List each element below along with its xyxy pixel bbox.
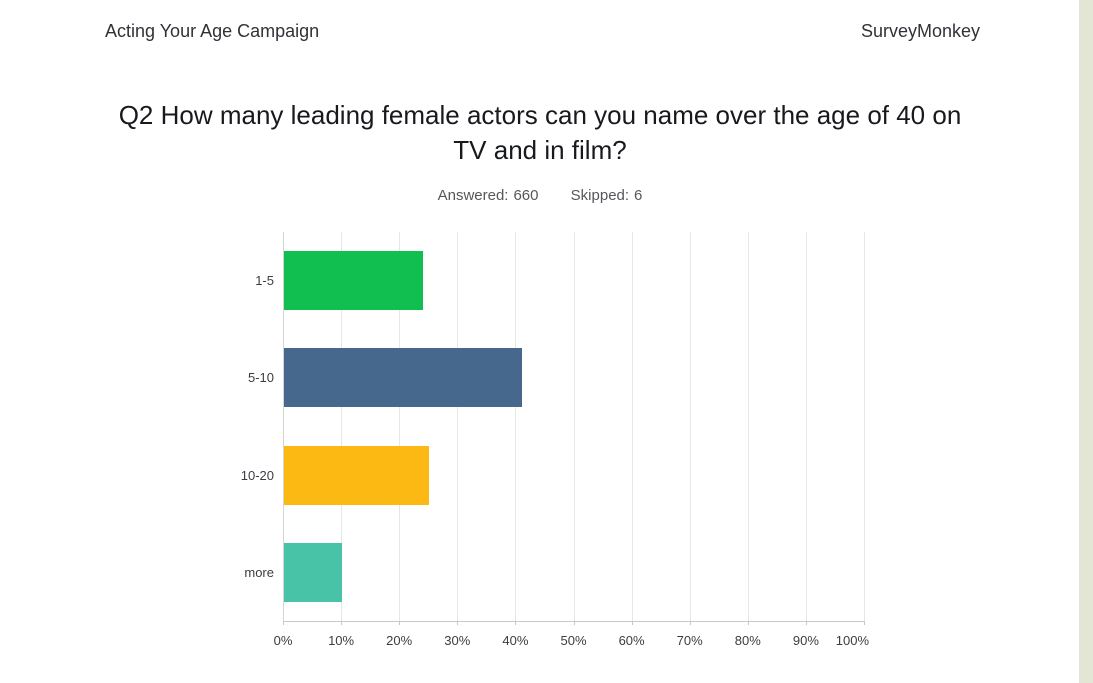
- gridline: [573, 232, 575, 621]
- x-axis-line: [283, 621, 865, 622]
- chart-bar-10-20: [284, 445, 430, 505]
- category-label: 5-10: [247, 370, 274, 386]
- report-header: Acting Your Age Campaign SurveyMonkey: [105, 21, 980, 42]
- category-label: more: [244, 564, 274, 580]
- question-title-line1: Q2 How many leading female actors can yo…: [118, 100, 962, 130]
- question-title-line2: TV and in film?: [453, 135, 627, 165]
- gridline: [515, 232, 517, 621]
- x-axis-tick: [689, 621, 691, 625]
- gridline: [864, 232, 865, 621]
- x-axis-tick: [283, 621, 284, 625]
- y-axis-line: [283, 232, 284, 621]
- gridline: [399, 232, 401, 621]
- chart-bar-more: [284, 542, 343, 602]
- x-axis-tick: [515, 621, 517, 625]
- chart-bar-5-10: [284, 348, 523, 408]
- x-tick-label: 40%: [502, 633, 529, 648]
- x-axis-tick: [341, 621, 343, 625]
- gridline: [689, 232, 691, 621]
- x-tick-label: 90%: [792, 633, 819, 648]
- x-tick-label: 70%: [676, 633, 703, 648]
- page-edge-strip: [1079, 0, 1093, 683]
- gridline: [457, 232, 459, 621]
- x-tick-label: 60%: [618, 633, 645, 648]
- answered-label: Answered:: [437, 187, 509, 204]
- answered-stat: Answered: 660: [438, 187, 539, 204]
- campaign-title: Acting Your Age Campaign: [105, 21, 320, 41]
- x-axis-tick: [864, 621, 865, 625]
- x-tick-label: 30%: [444, 633, 471, 648]
- gridline: [631, 232, 633, 621]
- x-tick-label: 10%: [328, 633, 355, 648]
- gridline: [805, 232, 807, 621]
- x-axis-tick: [457, 621, 459, 625]
- x-tick-label: 0%: [273, 633, 293, 648]
- x-tick-label: 80%: [734, 633, 761, 648]
- x-axis-tick: [805, 621, 807, 625]
- skipped-label: Skipped:: [570, 187, 630, 204]
- x-tick-label: 100%: [835, 633, 869, 648]
- skipped-stat: Skipped: 6: [571, 187, 643, 204]
- x-axis-tick: [399, 621, 401, 625]
- answered-value: 660: [513, 187, 539, 204]
- chart-bar-1-5: [284, 251, 424, 311]
- skipped-value: 6: [634, 187, 643, 204]
- question-title: Q2 How many leading female actors can yo…: [40, 98, 1040, 168]
- x-axis-tick: [573, 621, 575, 625]
- x-axis-tick: [747, 621, 749, 625]
- gridline: [341, 232, 343, 621]
- brand-name: SurveyMonkey: [860, 21, 980, 41]
- response-stats: Answered: 660 Skipped: 6: [0, 187, 1080, 204]
- category-label: 1-5: [255, 273, 274, 289]
- x-tick-label: 50%: [560, 633, 587, 648]
- gridline: [747, 232, 749, 621]
- x-axis-tick: [631, 621, 633, 625]
- x-tick-label: 20%: [386, 633, 413, 648]
- category-label: 10-20: [240, 467, 274, 483]
